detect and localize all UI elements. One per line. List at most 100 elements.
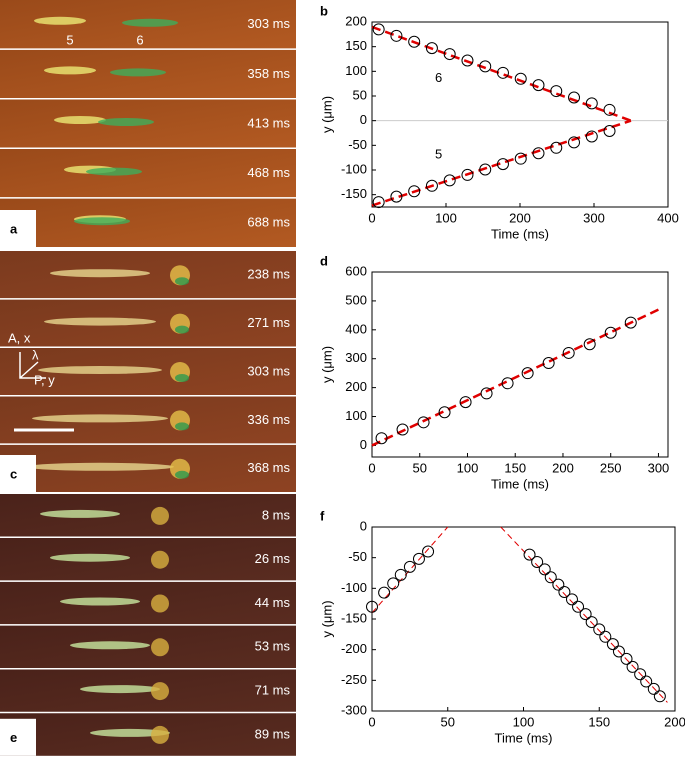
defect [54,116,106,124]
image-frame [0,251,296,299]
data-point [626,660,639,673]
data-point [585,616,598,629]
annotation: P, y [34,372,55,387]
defect [110,68,166,77]
defect [151,725,169,744]
x-axis-title: Time (ms) [491,476,549,491]
defect [86,167,142,176]
x-tick-label: 0 [368,210,375,225]
panel-label: a [10,221,18,236]
data-point [403,560,416,573]
panel-label: d [320,253,328,268]
data-point [425,179,438,192]
panel-label: b [320,3,328,18]
defect [175,277,189,286]
data-point [514,72,527,85]
data-point [375,432,388,445]
y-tick-label: 150 [345,38,367,53]
x-tick-label: 200 [664,714,685,729]
x-tick-label: 200 [552,460,574,475]
x-axis-title: Time (ms) [491,226,549,241]
image-frame [0,537,296,581]
frame-time: 271 ms [247,315,290,330]
defect [50,553,130,562]
y-tick-label: 600 [345,263,367,278]
annotation: 6 [435,70,442,85]
frame-time: 71 ms [255,683,291,698]
data-point [461,168,474,181]
defect [175,325,189,334]
y-tick-label: 0 [360,437,367,452]
defect [44,66,96,75]
defect [151,594,169,613]
defect [26,462,174,471]
data-point [443,174,456,187]
data-point [653,690,666,703]
x-tick-label: 300 [583,210,605,225]
y-tick-label: 300 [345,350,367,365]
data-point [538,563,551,576]
frame-time: 89 ms [255,726,291,741]
data-point [531,555,544,568]
plot-frame [371,271,669,458]
data-point [396,423,409,436]
defect [40,509,120,518]
y-tick-label: 400 [345,321,367,336]
data-point [390,190,403,203]
frame-time: 336 ms [247,412,290,427]
data-point [640,675,653,688]
defect [175,374,189,382]
annotation: λ [32,347,39,362]
data-point [603,103,616,116]
frame-time: 303 ms [247,363,290,378]
image-frame [0,148,296,198]
data-point [599,630,612,643]
panel-label: c [10,466,17,481]
data-point [585,97,598,110]
defect [50,269,150,278]
y-tick-label: -200 [341,641,367,656]
data-point [521,367,534,380]
y-tick-label: -50 [348,549,367,564]
defect [60,597,140,606]
image-frame [0,625,296,669]
defect [32,414,168,423]
data-point [523,548,536,561]
data-point [461,54,474,67]
x-tick-label: 100 [435,210,457,225]
defect [175,470,189,479]
frame-time: 53 ms [255,639,291,654]
plot-frame [371,526,676,712]
data-point [479,163,492,176]
data-point [544,571,557,584]
fit-line [371,119,632,207]
y-tick-label: 100 [345,408,367,423]
image-frame [0,581,296,625]
y-tick-label: -150 [341,186,367,201]
data-point [408,185,421,198]
frame-time: 368 ms [247,460,290,475]
data-point [390,29,403,42]
y-tick-label: 0 [360,112,367,127]
data-point [425,42,438,55]
data-point [542,357,555,370]
frame-time: 413 ms [247,115,290,130]
data-point [394,568,407,581]
data-point [372,196,385,209]
defect [151,682,169,701]
data-point [647,682,660,695]
defect [151,638,169,657]
y-tick-label: 200 [345,13,367,28]
data-point [552,578,565,591]
data-point [387,577,400,590]
data-point [603,125,616,138]
x-tick-label: 300 [648,460,670,475]
frame-time: 688 ms [247,215,290,230]
data-point [583,338,596,351]
y-tick-label: -150 [341,610,367,625]
data-point [480,387,493,400]
defect [38,366,162,374]
x-axis-title: Time (ms) [494,730,552,745]
data-point [366,600,378,613]
